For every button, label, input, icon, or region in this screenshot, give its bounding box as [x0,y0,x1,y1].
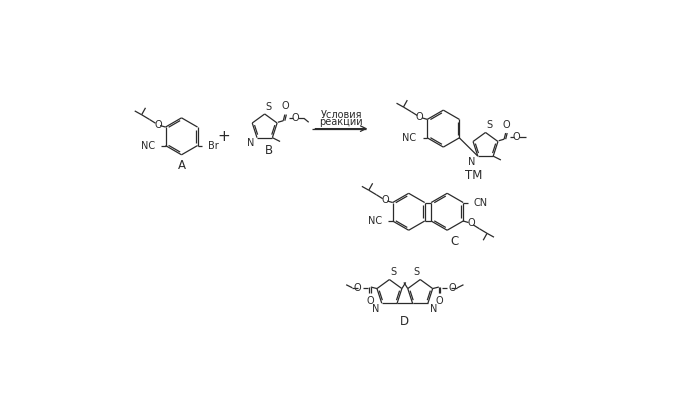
Text: N: N [372,304,380,314]
Text: O: O [467,219,475,228]
Text: O: O [512,132,520,142]
Text: NC: NC [403,133,417,143]
Text: реакции: реакции [319,117,363,127]
Text: O: O [449,283,456,293]
Text: C: C [451,234,459,248]
Text: A: A [178,159,185,172]
Text: S: S [413,267,419,277]
Text: CN: CN [474,197,488,207]
Text: O: O [282,101,289,111]
Text: B: B [264,144,273,158]
Text: ТМ: ТМ [466,169,482,182]
Text: Условия: Условия [321,110,362,120]
Text: NC: NC [368,216,382,226]
Text: O: O [366,296,374,306]
Text: O: O [503,120,510,130]
Text: +: + [217,129,230,144]
Text: Br: Br [208,140,219,150]
Text: O: O [154,120,161,130]
Text: D: D [401,314,410,328]
Text: N: N [468,157,475,167]
Text: NC: NC [140,140,154,150]
Text: S: S [487,120,492,130]
Text: O: O [291,113,299,123]
Text: S: S [266,101,272,112]
Text: O: O [353,283,361,293]
Text: O: O [416,112,424,122]
Text: O: O [435,296,443,306]
Text: N: N [247,139,254,148]
Text: O: O [381,195,389,205]
Text: N: N [430,304,438,314]
Text: S: S [390,267,396,277]
